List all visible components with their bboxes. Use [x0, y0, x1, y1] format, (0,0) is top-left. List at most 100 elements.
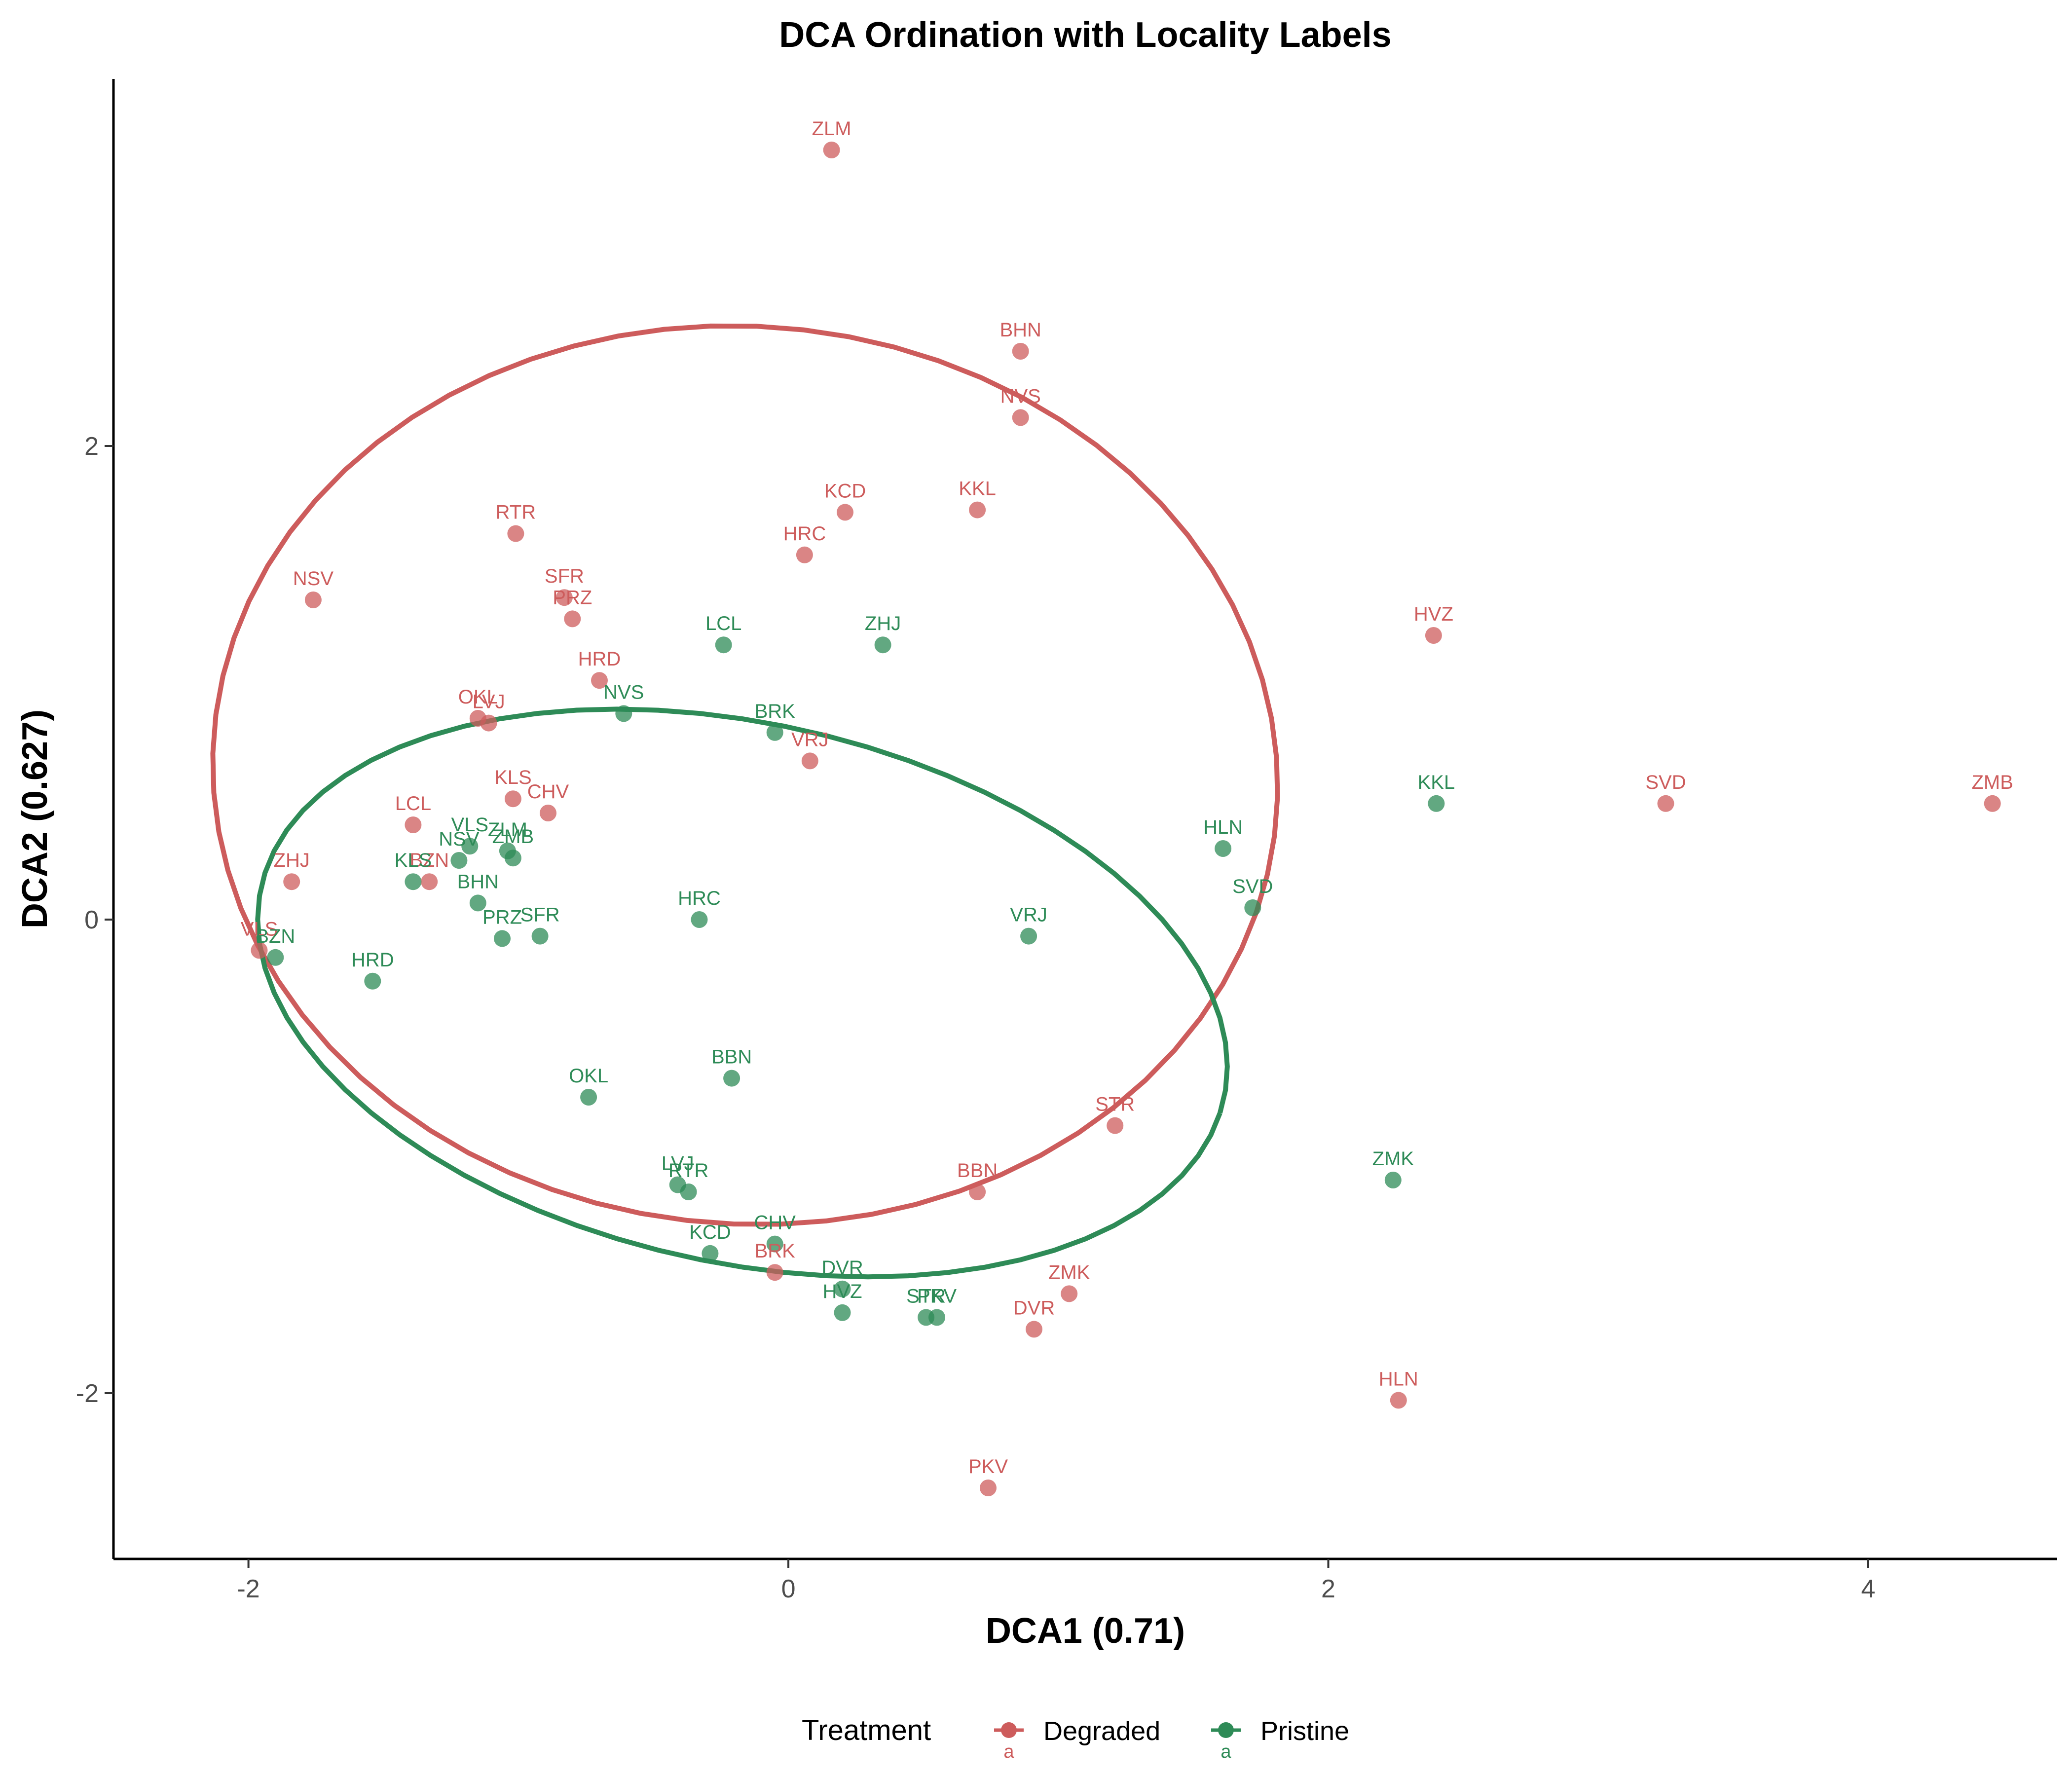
- point-label-degraded-hrd: HRD: [578, 648, 621, 670]
- x-tick-label: 0: [781, 1575, 796, 1603]
- point-pristine-sfr: [531, 927, 549, 945]
- point-pristine-kkl: [1428, 795, 1445, 812]
- point-label-pristine-vls: VLS: [451, 814, 488, 836]
- point-pristine-bzn: [267, 949, 284, 966]
- point-degraded-svd: [1657, 795, 1674, 812]
- point-label-pristine-okl: OKL: [569, 1065, 608, 1087]
- point-pristine-kls: [405, 873, 422, 890]
- point-label-pristine-brk: BRK: [755, 701, 796, 722]
- y-tick-label: 2: [84, 432, 99, 461]
- point-label-degraded-lvj: LVJ: [473, 691, 505, 713]
- point-label-degraded-kcd: KCD: [824, 480, 866, 502]
- point-pristine-bhn: [469, 894, 486, 912]
- point-label-pristine-bzn: BZN: [256, 925, 295, 947]
- legend-key-text-pristine: a: [1221, 1741, 1231, 1762]
- point-degraded-dvr: [1026, 1321, 1042, 1338]
- ellipse-pristine: [255, 706, 1230, 1280]
- legend-key-point-degraded: [1001, 1722, 1017, 1738]
- point-pristine-vrj: [1020, 927, 1037, 945]
- point-label-degraded-hln: HLN: [1379, 1368, 1418, 1390]
- point-label-pristine-rtr: RTR: [668, 1160, 708, 1182]
- point-label-pristine-lvj: LVJ: [662, 1153, 694, 1175]
- point-label-pristine-kls: KLS: [395, 850, 432, 871]
- point-pristine-nvs: [615, 705, 632, 722]
- point-label-degraded-vls: VLS: [241, 918, 278, 940]
- point-label-degraded-sfr: SFR: [545, 565, 584, 587]
- point-label-degraded-zhj: ZHJ: [274, 850, 310, 871]
- point-pristine-hrd: [364, 972, 381, 990]
- data-points: [251, 142, 2001, 1496]
- point-label-degraded-hrc: HRC: [783, 523, 826, 545]
- point-degraded-nvs: [1012, 409, 1029, 426]
- point-label-degraded-prz: PRZ: [553, 587, 592, 608]
- point-label-degraded-chv: CHV: [527, 781, 569, 803]
- point-degraded-zhj: [283, 873, 300, 890]
- point-degraded-zlm: [823, 142, 840, 158]
- point-degraded-lvj: [480, 714, 497, 732]
- x-tick-label: 4: [1861, 1575, 1875, 1603]
- point-label-degraded-bbn: BBN: [957, 1160, 998, 1182]
- point-label-pristine-kcd: KCD: [689, 1221, 731, 1243]
- point-degraded-str: [1107, 1117, 1124, 1134]
- point-pristine-zmk: [1384, 1172, 1402, 1188]
- point-label-pristine-hrc: HRC: [678, 888, 721, 909]
- legend-key-text-degraded: a: [1003, 1741, 1014, 1762]
- point-degraded-hrc: [796, 546, 813, 563]
- point-pristine-kcd: [702, 1245, 719, 1262]
- chart-title: DCA Ordination with Locality Labels: [779, 15, 1391, 55]
- point-label-pristine-nsv: NSV: [439, 828, 480, 850]
- point-label-degraded-bzn: BZN: [409, 850, 449, 871]
- point-pristine-brk: [766, 724, 783, 741]
- point-label-degraded-pkv: PKV: [968, 1456, 1008, 1478]
- point-pristine-hln: [1215, 840, 1232, 857]
- point-degraded-hln: [1390, 1392, 1407, 1409]
- point-degraded-rtr: [507, 525, 524, 542]
- point-degraded-zmk: [1061, 1285, 1078, 1302]
- point-label-degraded-lcl: LCL: [395, 793, 431, 814]
- point-label-pristine-zhj: ZHJ: [865, 613, 901, 634]
- point-degraded-chv: [540, 805, 556, 821]
- legend-key-point-pristine: [1218, 1722, 1234, 1738]
- point-label-degraded-kkl: KKL: [959, 478, 996, 500]
- point-degraded-pkv: [980, 1480, 997, 1496]
- x-tick-label: 2: [1321, 1575, 1335, 1603]
- point-label-pristine-prz: PRZ: [482, 906, 522, 928]
- point-degraded-kls: [504, 790, 521, 808]
- point-label-degraded-str: STR: [1095, 1094, 1135, 1115]
- point-label-degraded-zlm: ZLM: [812, 118, 851, 140]
- point-label-pristine-bhn: BHN: [457, 871, 499, 892]
- point-degraded-nsv: [304, 592, 322, 608]
- point-label-pristine-nvs: NVS: [603, 681, 644, 703]
- ellipse-degraded: [210, 323, 1280, 1227]
- point-label-degraded-dvr: DVR: [1013, 1297, 1055, 1319]
- point-label-pristine-bbn: BBN: [711, 1046, 752, 1068]
- point-pristine-lcl: [715, 636, 732, 654]
- point-degraded-kcd: [837, 504, 853, 521]
- x-axis-ticks: -2 0 2 4: [237, 1559, 1875, 1603]
- legend-label-degraded: Degraded: [1043, 1716, 1160, 1746]
- point-label-pristine-zlm: ZLM: [488, 819, 527, 841]
- point-label-pristine-chv: CHV: [754, 1212, 796, 1234]
- point-label-pristine-svd: SVD: [1232, 876, 1273, 897]
- legend-item-degraded: a Degraded: [994, 1716, 1160, 1762]
- point-label-degraded-svd: SVD: [1645, 772, 1686, 793]
- point-label-pristine-vrj: VRJ: [1010, 904, 1047, 926]
- point-label-degraded-zmb: ZMB: [1971, 772, 2013, 793]
- point-label-pristine-hvz: HVZ: [823, 1281, 862, 1302]
- point-label-degraded-bhn: BHN: [999, 319, 1041, 341]
- point-pristine-hrc: [691, 911, 708, 928]
- point-label-degraded-zmk: ZMK: [1048, 1261, 1090, 1283]
- point-label-degraded-nsv: NSV: [293, 568, 334, 590]
- point-pristine-svd: [1244, 899, 1261, 916]
- point-pristine-prz: [494, 930, 511, 947]
- point-label-pristine-sfr: SFR: [520, 904, 560, 926]
- point-degraded-bhn: [1012, 343, 1029, 360]
- confidence-ellipses: [210, 323, 1280, 1280]
- point-label-pristine-pkv: PKV: [917, 1285, 957, 1307]
- y-axis-ticks: -2 0 2: [76, 432, 113, 1408]
- point-label-degraded-kls: KLS: [494, 767, 532, 788]
- point-label-pristine-lcl: LCL: [705, 613, 741, 634]
- point-degraded-bzn: [421, 873, 438, 890]
- point-pristine-bbn: [723, 1070, 740, 1087]
- point-pristine-zmb: [504, 850, 521, 867]
